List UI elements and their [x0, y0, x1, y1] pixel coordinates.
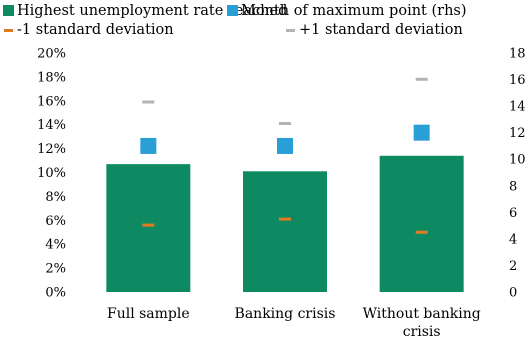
right-tick-label: 18	[509, 47, 526, 62]
bar-series	[106, 155, 464, 292]
right-tick-label: 16	[509, 73, 526, 88]
month-max-marker	[413, 124, 430, 141]
month-max-marker	[277, 137, 293, 154]
bar	[243, 171, 327, 292]
plus-sd-marker	[142, 100, 155, 104]
left-axis: 0% 2% 4% 6% 8% 10% 12% 14% 16% 18% 20%	[37, 47, 66, 301]
right-axis: 0 2 4 6 8 10 12 14 16 18	[509, 47, 526, 301]
marker-series	[140, 77, 430, 234]
left-tick-label: 10%	[37, 166, 66, 181]
legend-item: +1 standard deviation	[286, 22, 463, 38]
right-tick-label: 8	[509, 179, 517, 194]
left-tick-label: 8%	[45, 190, 66, 205]
left-tick-label: 16%	[37, 94, 66, 109]
month-max-marker	[140, 137, 157, 154]
category-axis: Full sample Banking crisis Without banking…	[107, 306, 481, 340]
legend-item: -1 standard deviation	[4, 22, 174, 38]
left-tick-label: 12%	[37, 142, 66, 157]
category-label: Without banking	[363, 306, 481, 322]
category-label: Banking crisis	[235, 306, 336, 322]
minus-sd-marker	[142, 223, 155, 227]
bar	[379, 155, 464, 292]
legend-swatch	[4, 29, 13, 32]
left-tick-label: 20%	[37, 47, 66, 62]
right-tick-label: 14	[509, 100, 526, 115]
right-tick-label: 2	[509, 259, 517, 274]
legend-item: Highest unemployment rate reached	[3, 3, 287, 19]
left-tick-label: 0%	[45, 286, 66, 301]
legend-label: +1 standard deviation	[299, 22, 463, 38]
left-tick-label: 6%	[45, 214, 66, 229]
legend-label: Highest unemployment rate reached	[17, 3, 287, 19]
category-label: crisis	[403, 324, 441, 340]
minus-sd-marker	[415, 230, 428, 234]
left-tick-label: 18%	[37, 70, 66, 85]
plus-sd-marker	[279, 122, 291, 126]
legend-swatch	[3, 5, 14, 16]
left-tick-label: 2%	[45, 262, 66, 277]
right-tick-label: 6	[509, 206, 517, 221]
legend-label: -1 standard deviation	[17, 22, 174, 38]
right-tick-label: 0	[509, 286, 517, 301]
category-label: Full sample	[107, 306, 190, 322]
right-tick-label: 12	[509, 126, 526, 141]
bar	[106, 164, 191, 292]
legend-swatch	[286, 29, 295, 32]
legend-swatch	[227, 5, 238, 16]
right-tick-label: 4	[509, 232, 517, 247]
plus-sd-marker	[415, 77, 428, 81]
legend-item: Month of maximum point (rhs)	[227, 3, 467, 19]
left-tick-label: 14%	[37, 118, 66, 133]
right-tick-label: 10	[509, 153, 526, 168]
minus-sd-marker	[279, 217, 291, 221]
legend-label: Month of maximum point (rhs)	[241, 3, 467, 19]
left-tick-label: 4%	[45, 238, 66, 253]
